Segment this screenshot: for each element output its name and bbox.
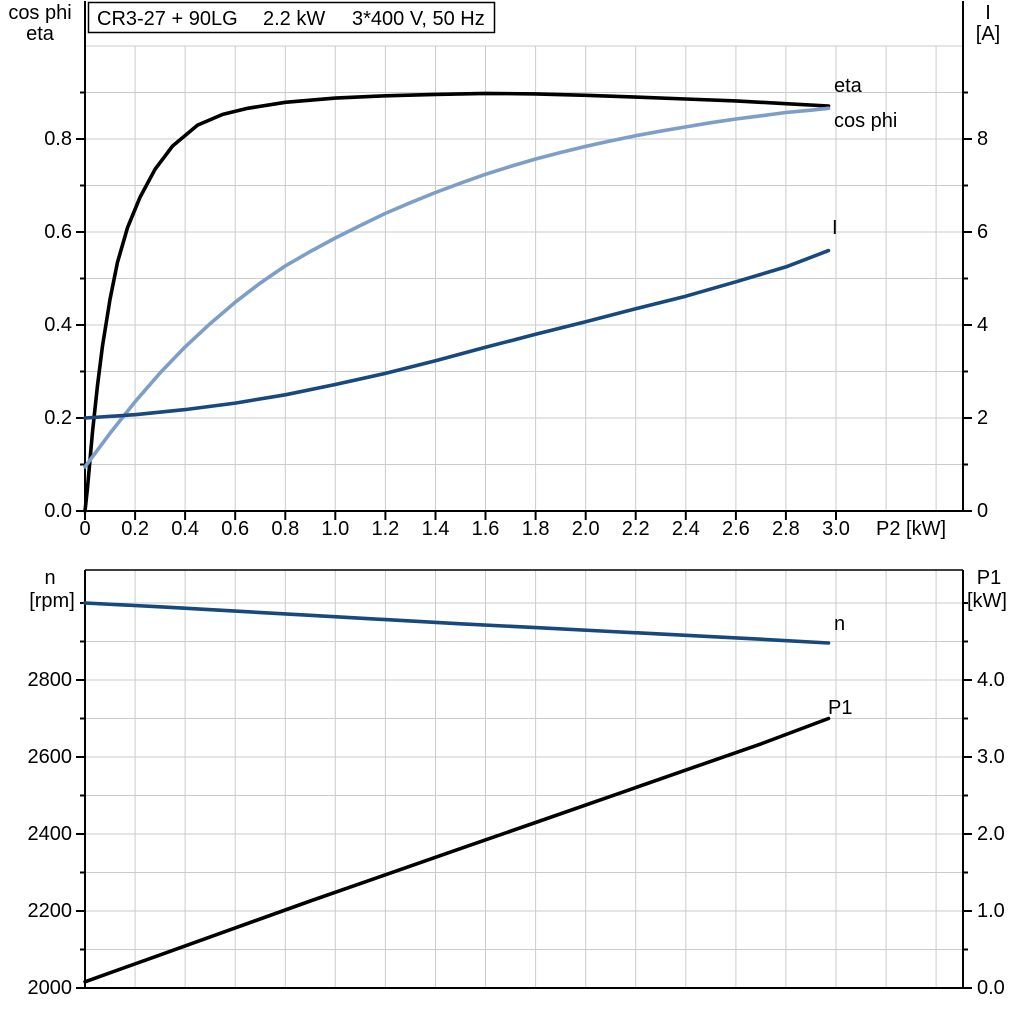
cos-phi-curve xyxy=(83,106,831,469)
left-tick-label: 2000 xyxy=(28,977,73,999)
left-tick-label: 0.0 xyxy=(44,500,72,522)
n-curve xyxy=(83,601,831,645)
title-power: 2.2 kW xyxy=(263,8,325,30)
top-right-axis-title-line2: [A] xyxy=(976,23,1000,45)
title-voltage: 3*400 V, 50 Hz xyxy=(352,8,485,30)
x-tick-label: 3.0 xyxy=(822,518,850,540)
right-tick-label: 4 xyxy=(977,314,988,336)
bottom-left-axis-title-line1: n xyxy=(44,567,55,589)
bottom-left-axis-title-line2: [rpm] xyxy=(29,590,75,612)
right-tick-label: 8 xyxy=(977,128,988,150)
i-curve-label: I xyxy=(832,217,838,239)
p1-curve xyxy=(83,716,831,984)
left-tick-label: 0.2 xyxy=(44,407,72,429)
left-tick-label: 0.4 xyxy=(44,314,72,336)
chart-title-box xyxy=(87,1,496,34)
x-tick-label: 1.2 xyxy=(371,518,399,540)
x-tick-label: 2.6 xyxy=(722,518,750,540)
right-tick-label: 2 xyxy=(977,407,988,429)
eta-curve-label: eta xyxy=(834,75,863,97)
right-tick-label: 0.0 xyxy=(977,977,1005,999)
x-tick-label: 1.4 xyxy=(422,518,450,540)
x-tick-label: 2.4 xyxy=(672,518,700,540)
top-right-axis-title-line1: I xyxy=(985,2,991,24)
x-tick-label: 1.8 xyxy=(522,518,550,540)
x-tick-label: 0.2 xyxy=(121,518,149,540)
x-tick-label: 0 xyxy=(79,518,90,540)
top-chart: 0 0.2 0.4 0.6 0.8 1.0 1.2 1.4 1.6 1.8 2.0 2.2 2.4 2.6… xyxy=(44,1,988,540)
left-tick-label: 2200 xyxy=(28,900,73,922)
left-tick-label: 0.8 xyxy=(44,128,72,150)
bottom-chart-labels: n [rpm] P1 [kW] n P1 xyxy=(29,567,1007,719)
x-axis-title: P2 [kW] xyxy=(876,518,946,540)
x-tick-label: 2.2 xyxy=(622,518,650,540)
left-tick-label: 2600 xyxy=(28,746,73,768)
left-tick-label: 0.6 xyxy=(44,221,72,243)
right-tick-label: 1.0 xyxy=(977,900,1005,922)
title-model: CR3-27 + 90LG xyxy=(97,8,238,30)
top-left-axis-title-line2: eta xyxy=(26,23,55,45)
right-tick-label: 6 xyxy=(977,221,988,243)
right-tick-label: 3.0 xyxy=(977,746,1005,768)
top-left-axis-title-line1: cos phi xyxy=(8,2,71,24)
eta-curve xyxy=(83,91,831,513)
x-tick-label: 1.6 xyxy=(472,518,500,540)
x-tick-label: 1.0 xyxy=(321,518,349,540)
p1-curve-label: P1 xyxy=(828,697,852,719)
x-tick-label: 0.4 xyxy=(171,518,199,540)
right-tick-label: 2.0 xyxy=(977,823,1005,845)
bottom-right-axis-title-line1: P1 xyxy=(977,567,1001,589)
left-tick-label: 2400 xyxy=(28,823,73,845)
bottom-chart: 2000 2200 2400 2600 2800 0.0 1.0 2.0 3.0 4.0 xyxy=(28,569,1005,999)
x-tick-label: 2.8 xyxy=(772,518,800,540)
left-tick-label: 2800 xyxy=(28,669,73,691)
n-curve-label: n xyxy=(834,613,845,635)
x-tick-label: 0.6 xyxy=(221,518,249,540)
right-tick-label: 4.0 xyxy=(977,669,1005,691)
cos-phi-curve-label: cos phi xyxy=(834,110,897,132)
x-tick-label: 2.0 xyxy=(572,518,600,540)
i-curve xyxy=(83,248,831,420)
x-tick-label: 0.8 xyxy=(271,518,299,540)
top-chart-labels: cos phi eta I [A] P2 [kW] CR3-27 + 90LG … xyxy=(8,1,1000,540)
bottom-right-axis-title-line2: [kW] xyxy=(967,590,1007,612)
right-tick-label: 0 xyxy=(977,500,988,522)
